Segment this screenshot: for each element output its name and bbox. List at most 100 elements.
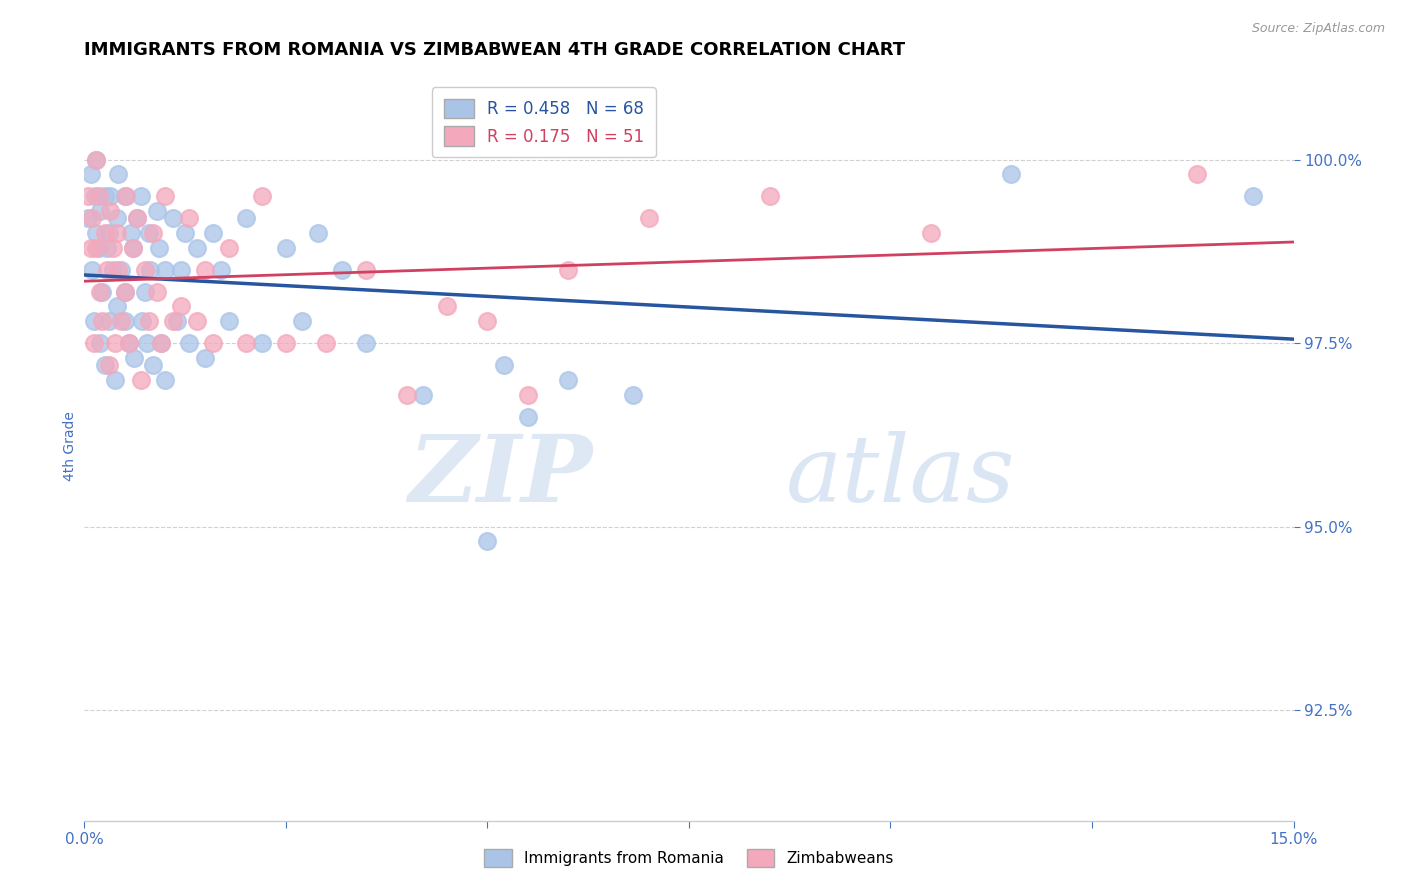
Text: ZIP: ZIP [408, 431, 592, 521]
Point [80, 241, 103, 255]
Point [477, 534, 499, 549]
Point [477, 314, 499, 328]
Point [153, 373, 176, 387]
Point [86, 153, 108, 167]
Point [104, 373, 127, 387]
Point [149, 336, 172, 351]
Point [105, 300, 128, 314]
Point [291, 314, 314, 328]
Point [516, 387, 538, 401]
Point [105, 211, 128, 226]
Point [115, 189, 138, 203]
Point [121, 241, 143, 255]
Point [89, 203, 111, 218]
Point [124, 351, 146, 365]
Point [356, 336, 378, 351]
Point [274, 336, 297, 351]
Point [202, 226, 225, 240]
Point [412, 387, 434, 401]
Point [110, 262, 132, 277]
Point [131, 314, 153, 328]
Point [637, 211, 659, 226]
Point [235, 336, 257, 351]
Point [91, 285, 114, 299]
Point [139, 262, 162, 277]
Point [492, 358, 515, 372]
Point [179, 336, 201, 351]
Point [315, 336, 337, 351]
Point [218, 241, 240, 255]
Point [202, 336, 225, 351]
Point [136, 336, 159, 351]
Point [557, 373, 579, 387]
Point [235, 211, 257, 226]
Point [186, 241, 208, 255]
Point [96, 241, 118, 255]
Point [101, 241, 124, 255]
Point [621, 387, 644, 401]
Point [83, 336, 105, 351]
Point [91, 314, 114, 328]
Point [356, 262, 378, 277]
Point [1241, 189, 1264, 203]
Point [330, 262, 353, 277]
Point [86, 153, 108, 167]
Point [170, 300, 193, 314]
Point [436, 300, 458, 314]
Point [307, 226, 329, 240]
Point [516, 409, 538, 424]
Point [77, 211, 100, 226]
Point [250, 189, 273, 203]
Point [98, 203, 121, 218]
Point [93, 358, 115, 372]
Point [134, 262, 156, 277]
Point [129, 373, 152, 387]
Point [194, 262, 217, 277]
Point [186, 314, 208, 328]
Point [114, 189, 136, 203]
Text: IMMIGRANTS FROM ROMANIA VS ZIMBABWEAN 4TH GRADE CORRELATION CHART: IMMIGRANTS FROM ROMANIA VS ZIMBABWEAN 4T… [84, 41, 905, 59]
Point [274, 241, 297, 255]
Point [104, 336, 127, 351]
Legend: Immigrants from Romania, Zimbabweans: Immigrants from Romania, Zimbabweans [478, 843, 900, 873]
Text: Source: ZipAtlas.com: Source: ZipAtlas.com [1251, 22, 1385, 36]
Point [105, 226, 128, 240]
Point [83, 189, 105, 203]
Point [93, 226, 115, 240]
Point [77, 189, 100, 203]
Point [138, 314, 160, 328]
Point [395, 387, 418, 401]
Point [121, 241, 143, 255]
Point [97, 226, 120, 240]
Point [250, 336, 273, 351]
Point [146, 203, 169, 218]
Point [110, 314, 132, 328]
Point [87, 189, 110, 203]
Text: atlas: atlas [786, 431, 1015, 521]
Point [86, 226, 108, 240]
Point [153, 189, 176, 203]
Point [80, 167, 103, 181]
Point [98, 189, 121, 203]
Point [758, 189, 780, 203]
Y-axis label: 4th Grade: 4th Grade [63, 411, 77, 481]
Point [148, 241, 170, 255]
Point [170, 262, 193, 277]
Point [129, 189, 152, 203]
Point [125, 211, 148, 226]
Point [209, 262, 232, 277]
Point [146, 285, 169, 299]
Point [87, 241, 110, 255]
Point [82, 262, 104, 277]
Point [138, 226, 160, 240]
Point [118, 336, 141, 351]
Point [82, 211, 104, 226]
Point [107, 262, 129, 277]
Point [125, 211, 148, 226]
Point [114, 314, 136, 328]
Point [86, 241, 108, 255]
Point [134, 285, 156, 299]
Point [194, 351, 217, 365]
Point [83, 314, 105, 328]
Point [162, 314, 184, 328]
